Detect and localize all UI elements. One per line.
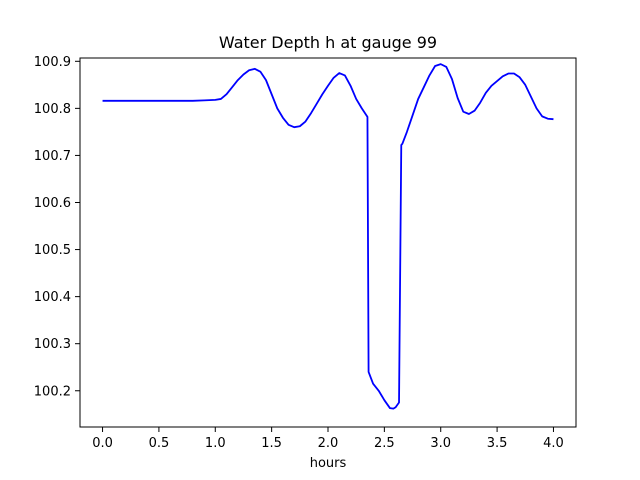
y-tick-label: 100.9	[34, 55, 71, 70]
x-tick-label: 1.0	[205, 436, 226, 451]
y-tick-label: 100.5	[34, 243, 71, 258]
x-axis: 0.0 0.5 1.0 1.5 2.0 2.5 3.0 3.5 4.0	[92, 427, 564, 451]
y-tick-label: 100.7	[34, 149, 71, 164]
y-tick-label: 100.6	[34, 196, 71, 211]
plot-area	[79, 57, 577, 428]
x-tick-label: 1.5	[261, 436, 282, 451]
x-tick-label: 3.0	[430, 436, 451, 451]
y-tick-label: 100.2	[34, 384, 71, 399]
x-tick-label: 3.5	[487, 436, 508, 451]
x-tick-label: 0.0	[92, 436, 113, 451]
series-line-water-depth	[102, 63, 554, 410]
x-tick-label: 4.0	[543, 436, 564, 451]
y-tick-label: 100.3	[34, 337, 71, 352]
x-axis-title: hours	[310, 456, 347, 471]
chart-title: Water Depth h at gauge 99	[219, 33, 437, 52]
plot-frame	[79, 57, 577, 428]
y-axis: 100.2 100.3 100.4 100.5 100.6 100.7 100.8 100.9	[34, 55, 80, 399]
x-tick-label: 0.5	[149, 436, 170, 451]
x-tick-label: 2.0	[318, 436, 339, 451]
y-tick-label: 100.4	[34, 290, 71, 305]
x-tick-label: 2.5	[374, 436, 395, 451]
y-tick-label: 100.8	[34, 102, 71, 117]
